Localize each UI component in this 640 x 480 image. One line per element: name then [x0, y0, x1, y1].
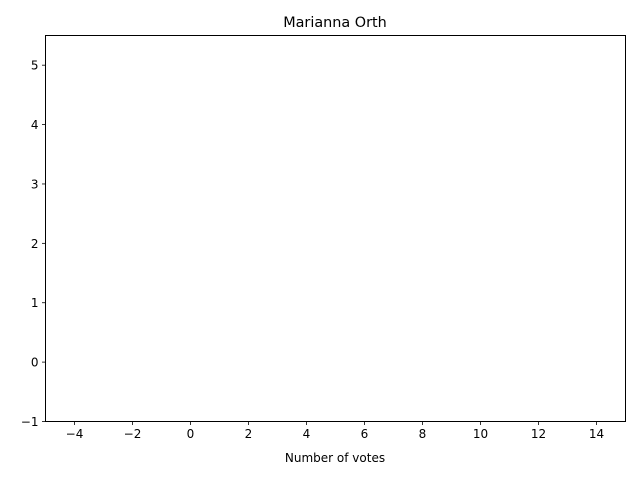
y-tick-label: 3 — [31, 177, 39, 191]
x-axis-label: Number of votes — [285, 451, 385, 465]
x-tick-label: 8 — [419, 427, 427, 441]
x-tick-label: 10 — [473, 427, 488, 441]
y-tick-label: 5 — [31, 59, 39, 73]
x-tick-label: −4 — [66, 427, 84, 441]
x-tick-label: 4 — [303, 427, 311, 441]
y-axis: −1 0 1 2 3 4 5 — [21, 59, 46, 429]
plot-area — [45, 35, 626, 422]
chart-title: Marianna Orth — [283, 15, 387, 31]
y-tick-label: −1 — [21, 415, 39, 429]
x-tick-label: 12 — [531, 427, 546, 441]
y-tick-label: 1 — [31, 296, 39, 310]
y-tick-label: 2 — [31, 237, 39, 251]
x-tick-label: 14 — [589, 427, 604, 441]
x-tick-label: −2 — [124, 427, 142, 441]
y-tick-label: 4 — [31, 118, 39, 132]
x-tick-label: 0 — [187, 427, 195, 441]
x-axis: −4 −2 0 2 4 6 8 10 12 14 — [66, 421, 604, 441]
x-tick-label: 6 — [361, 427, 369, 441]
x-tick-label: 2 — [245, 427, 253, 441]
y-tick-label: 0 — [31, 356, 39, 370]
